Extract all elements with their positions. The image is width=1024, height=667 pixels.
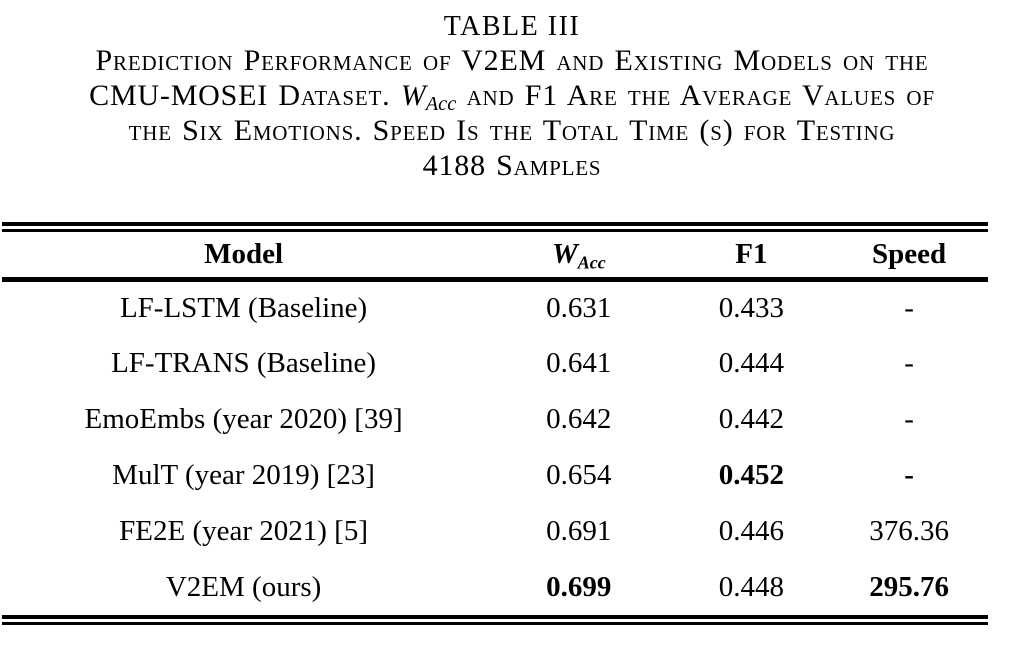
wacc-cell: 0.631	[546, 291, 612, 324]
caption-line-4: 4188 Samples	[422, 149, 602, 182]
model-cell: V2EM (ours)	[165, 570, 322, 603]
f1-cell: 0.446	[718, 514, 784, 547]
col-header-wacc: WAcc	[485, 232, 672, 279]
header-row: Model WAcc F1 Speed	[2, 232, 988, 279]
table-row: V2EM (ours) 0.699 0.448 295.76	[2, 559, 988, 615]
caption-line-1: Prediction Performance of V2EM and Exist…	[95, 44, 929, 77]
speed-cell: 376.36	[869, 514, 949, 547]
wacc-cell: 0.699	[546, 570, 612, 603]
wacc-math-symbol: WAcc	[400, 79, 457, 116]
caption-line-2: CMU-MOSEI Dataset. WAcc and F1 Are the A…	[0, 78, 1024, 116]
col-header-f1: F1	[735, 237, 768, 270]
speed-cell: 295.76	[869, 570, 949, 603]
caption-line-3: the Six Emotions. Speed Is the Total Tim…	[128, 114, 896, 147]
caption-line-2-pre: CMU-MOSEI Dataset.	[89, 79, 401, 112]
results-table-container: Model WAcc F1 Speed LF-LSTM (Baseline) 0…	[2, 222, 988, 625]
rule-bar	[2, 622, 988, 625]
rule-bar	[2, 615, 988, 619]
wacc-header-base: W	[551, 237, 578, 270]
col-header-model: Model	[204, 237, 284, 270]
bottom-double-rule	[2, 615, 988, 625]
speed-cell: -	[904, 458, 914, 491]
rule-bar	[2, 222, 988, 226]
wacc-subscript: Acc	[425, 93, 457, 116]
col-header-speed: Speed	[872, 237, 947, 270]
results-table: Model WAcc F1 Speed LF-LSTM (Baseline) 0…	[2, 232, 988, 615]
model-cell: FE2E (year 2021) [5]	[119, 514, 368, 547]
table-caption: TABLE III Prediction Performance of V2EM…	[0, 11, 1024, 183]
wacc-cell: 0.691	[546, 514, 612, 547]
wacc-base: W	[400, 79, 426, 112]
table-row: LF-TRANS (Baseline) 0.641 0.444 -	[2, 335, 988, 391]
speed-cell: -	[904, 291, 914, 324]
f1-cell: 0.448	[718, 570, 784, 603]
f1-cell: 0.452	[718, 458, 784, 491]
f1-cell: 0.442	[718, 402, 784, 435]
caption-line-2-post: and F1 Are the Average Values of	[456, 79, 935, 112]
table-row: FE2E (year 2021) [5] 0.691 0.446 376.36	[2, 503, 988, 559]
table-row: MulT (year 2019) [23] 0.654 0.452 -	[2, 447, 988, 503]
model-cell: LF-TRANS (Baseline)	[111, 346, 377, 379]
speed-cell: -	[904, 346, 914, 379]
model-cell: MulT (year 2019) [23]	[112, 458, 375, 491]
f1-cell: 0.433	[718, 291, 784, 324]
wacc-cell: 0.641	[546, 346, 612, 379]
model-cell: LF-LSTM (Baseline)	[119, 291, 368, 324]
speed-cell: -	[904, 402, 914, 435]
table-number-title: TABLE III	[443, 11, 581, 42]
top-double-rule	[2, 222, 988, 232]
table-row: LF-LSTM (Baseline) 0.631 0.433 -	[2, 279, 988, 335]
wacc-header-symbol: WAcc	[551, 237, 606, 273]
f1-cell: 0.444	[718, 346, 784, 379]
wacc-cell: 0.642	[546, 402, 612, 435]
table-row: EmoEmbs (year 2020) [39] 0.642 0.442 -	[2, 391, 988, 447]
wacc-header-subscript: Acc	[577, 252, 606, 273]
wacc-cell: 0.654	[546, 458, 612, 491]
model-cell: EmoEmbs (year 2020) [39]	[84, 402, 403, 435]
rule-bar	[2, 229, 988, 232]
